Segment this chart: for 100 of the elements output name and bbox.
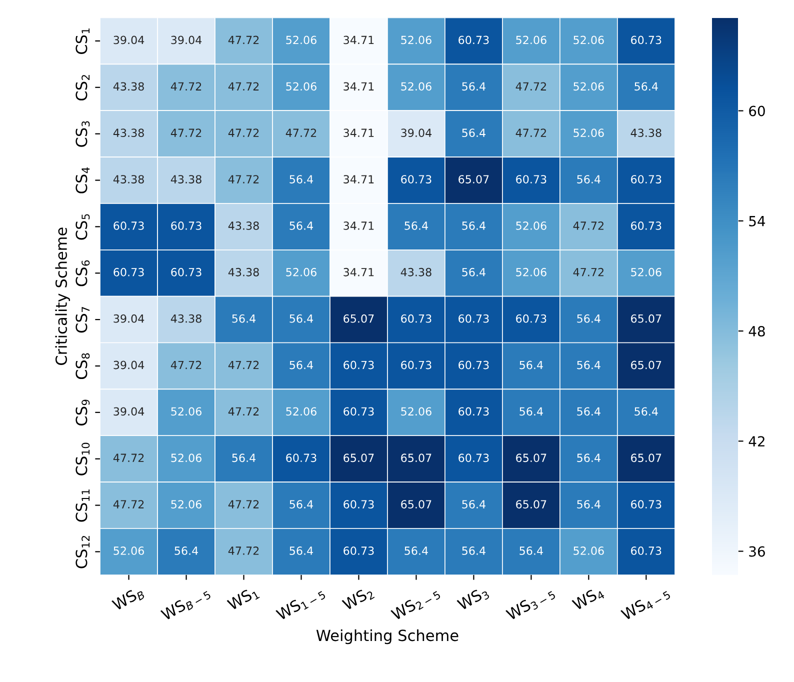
data-label: 39.04 <box>114 36 144 44</box>
data-label: 56.4 <box>577 175 600 184</box>
data-label: 39.04 <box>114 407 144 416</box>
data-label: 47.72 <box>170 128 202 137</box>
data-label: 47.72 <box>228 407 259 416</box>
y-tick-label: CS$_{3}$ <box>76 121 90 147</box>
data-label: 52.06 <box>286 268 316 276</box>
data-label: 60.73 <box>631 222 662 230</box>
y-tick-label: CS$_{7}$ <box>76 307 90 333</box>
data-label: 60.73 <box>171 222 202 230</box>
data-label: 56.4 <box>577 407 600 416</box>
data-label: 56.4 <box>634 82 658 91</box>
data-label: 34.71 <box>344 175 374 184</box>
data-label: 56.4 <box>577 360 600 370</box>
data-label: 52.06 <box>286 407 316 416</box>
data-label: 56.4 <box>462 222 486 230</box>
data-label: 65.07 <box>631 454 662 462</box>
data-label: 65.07 <box>631 314 662 323</box>
x-tick-label: WS$_{3−5}$ <box>505 586 556 623</box>
data-label: 60.73 <box>344 500 374 508</box>
data-label: 56.4 <box>290 360 313 370</box>
y-tick-label: CS$_{1}$ <box>76 28 90 54</box>
data-label: 43.38 <box>630 128 662 138</box>
data-label: 56.4 <box>577 454 600 462</box>
data-label: 43.38 <box>228 268 259 276</box>
data-label: 56.4 <box>462 546 486 555</box>
data-label: 34.71 <box>344 222 374 230</box>
data-label: 43.38 <box>228 222 259 230</box>
y-tick-label: CS$_{4}$ <box>76 167 90 194</box>
y-tick-label: CS$_{9}$ <box>76 400 90 426</box>
data-label: 52.06 <box>171 500 202 508</box>
data-label: 56.4 <box>462 500 486 508</box>
color-bar-label: 42 <box>748 436 764 446</box>
data-label: 56.4 <box>577 500 600 508</box>
data-label: 47.72 <box>170 360 202 370</box>
data-label: 60.73 <box>344 546 374 555</box>
data-label: 52.06 <box>574 128 604 138</box>
data-label: 39.04 <box>114 314 144 323</box>
data-label: 47.72 <box>228 175 259 184</box>
data-label: 65.07 <box>516 500 546 508</box>
data-label: 65.07 <box>344 454 374 462</box>
data-label: 60.73 <box>401 175 432 184</box>
data-label: 60.73 <box>458 407 489 416</box>
data-label: 47.72 <box>228 128 259 137</box>
data-label: 39.04 <box>401 128 432 138</box>
data-label: 39.04 <box>114 360 144 370</box>
data-label: 56.4 <box>404 222 428 230</box>
data-label: 52.06 <box>171 407 202 416</box>
data-label: 47.72 <box>170 82 202 90</box>
data-label: 47.72 <box>228 82 259 90</box>
data-label: 60.73 <box>631 36 662 44</box>
y-tick-label: CS$_{10}$ <box>76 442 90 476</box>
data-label: 56.4 <box>634 407 658 416</box>
x-tick-label: WS$_{4}$ <box>572 585 605 613</box>
data-label: 65.07 <box>631 360 662 370</box>
data-label: 43.38 <box>113 82 144 91</box>
data-label: 34.71 <box>344 36 374 44</box>
y-tick-label: CS$_{8}$ <box>76 353 90 380</box>
data-label: 56.4 <box>290 500 313 508</box>
x-tick-label: WS$_{B−5}$ <box>160 585 212 623</box>
data-label: 52.06 <box>401 407 432 416</box>
data-label: 60.73 <box>458 454 489 462</box>
data-label: 52.06 <box>516 222 546 230</box>
data-label: 56.4 <box>520 360 543 370</box>
data-label: 60.73 <box>114 222 144 230</box>
data-label: 56.4 <box>462 128 486 138</box>
data-label: 47.72 <box>516 128 546 137</box>
data-label: 39.04 <box>171 36 202 44</box>
x-tick-label: WS$_{2}$ <box>342 586 375 613</box>
y-tick-label: CS$_{11}$ <box>76 489 90 522</box>
color-bar-label: 36 <box>749 546 765 557</box>
data-label: 47.72 <box>113 454 144 462</box>
data-label: 47.72 <box>113 500 144 508</box>
data-label: 56.4 <box>290 546 313 555</box>
color-bar-label: 48 <box>748 326 765 336</box>
data-label: 52.06 <box>574 36 604 44</box>
data-label: 56.4 <box>520 546 543 555</box>
data-label: 34.71 <box>344 82 374 91</box>
y-tick-label: CS$_{5}$ <box>76 214 90 240</box>
data-label: 56.4 <box>174 546 198 555</box>
data-label: 60.73 <box>631 500 662 508</box>
data-label: 60.73 <box>631 175 662 184</box>
data-label: 65.07 <box>458 175 489 184</box>
data-label: 60.73 <box>401 360 432 370</box>
color-bar-label: 60 <box>749 106 765 116</box>
x-tick-label: WS$_{1−5}$ <box>275 586 326 623</box>
data-label: 52.06 <box>286 36 316 44</box>
data-label: 60.73 <box>631 546 662 555</box>
data-label: 52.06 <box>574 82 604 91</box>
data-label: 60.73 <box>114 268 144 276</box>
x-tick-label: WS$_{3}$ <box>456 585 490 613</box>
data-label: 60.73 <box>458 314 489 323</box>
data-label: 60.73 <box>458 360 489 370</box>
data-label: 47.72 <box>228 360 259 370</box>
data-label: 65.07 <box>516 454 546 462</box>
data-label: 56.4 <box>290 314 313 323</box>
x-tick-label: WS$_{B}$ <box>111 585 146 613</box>
data-label: 56.4 <box>462 82 486 91</box>
data-label: 52.06 <box>401 36 432 44</box>
data-label: 52.06 <box>171 454 202 462</box>
